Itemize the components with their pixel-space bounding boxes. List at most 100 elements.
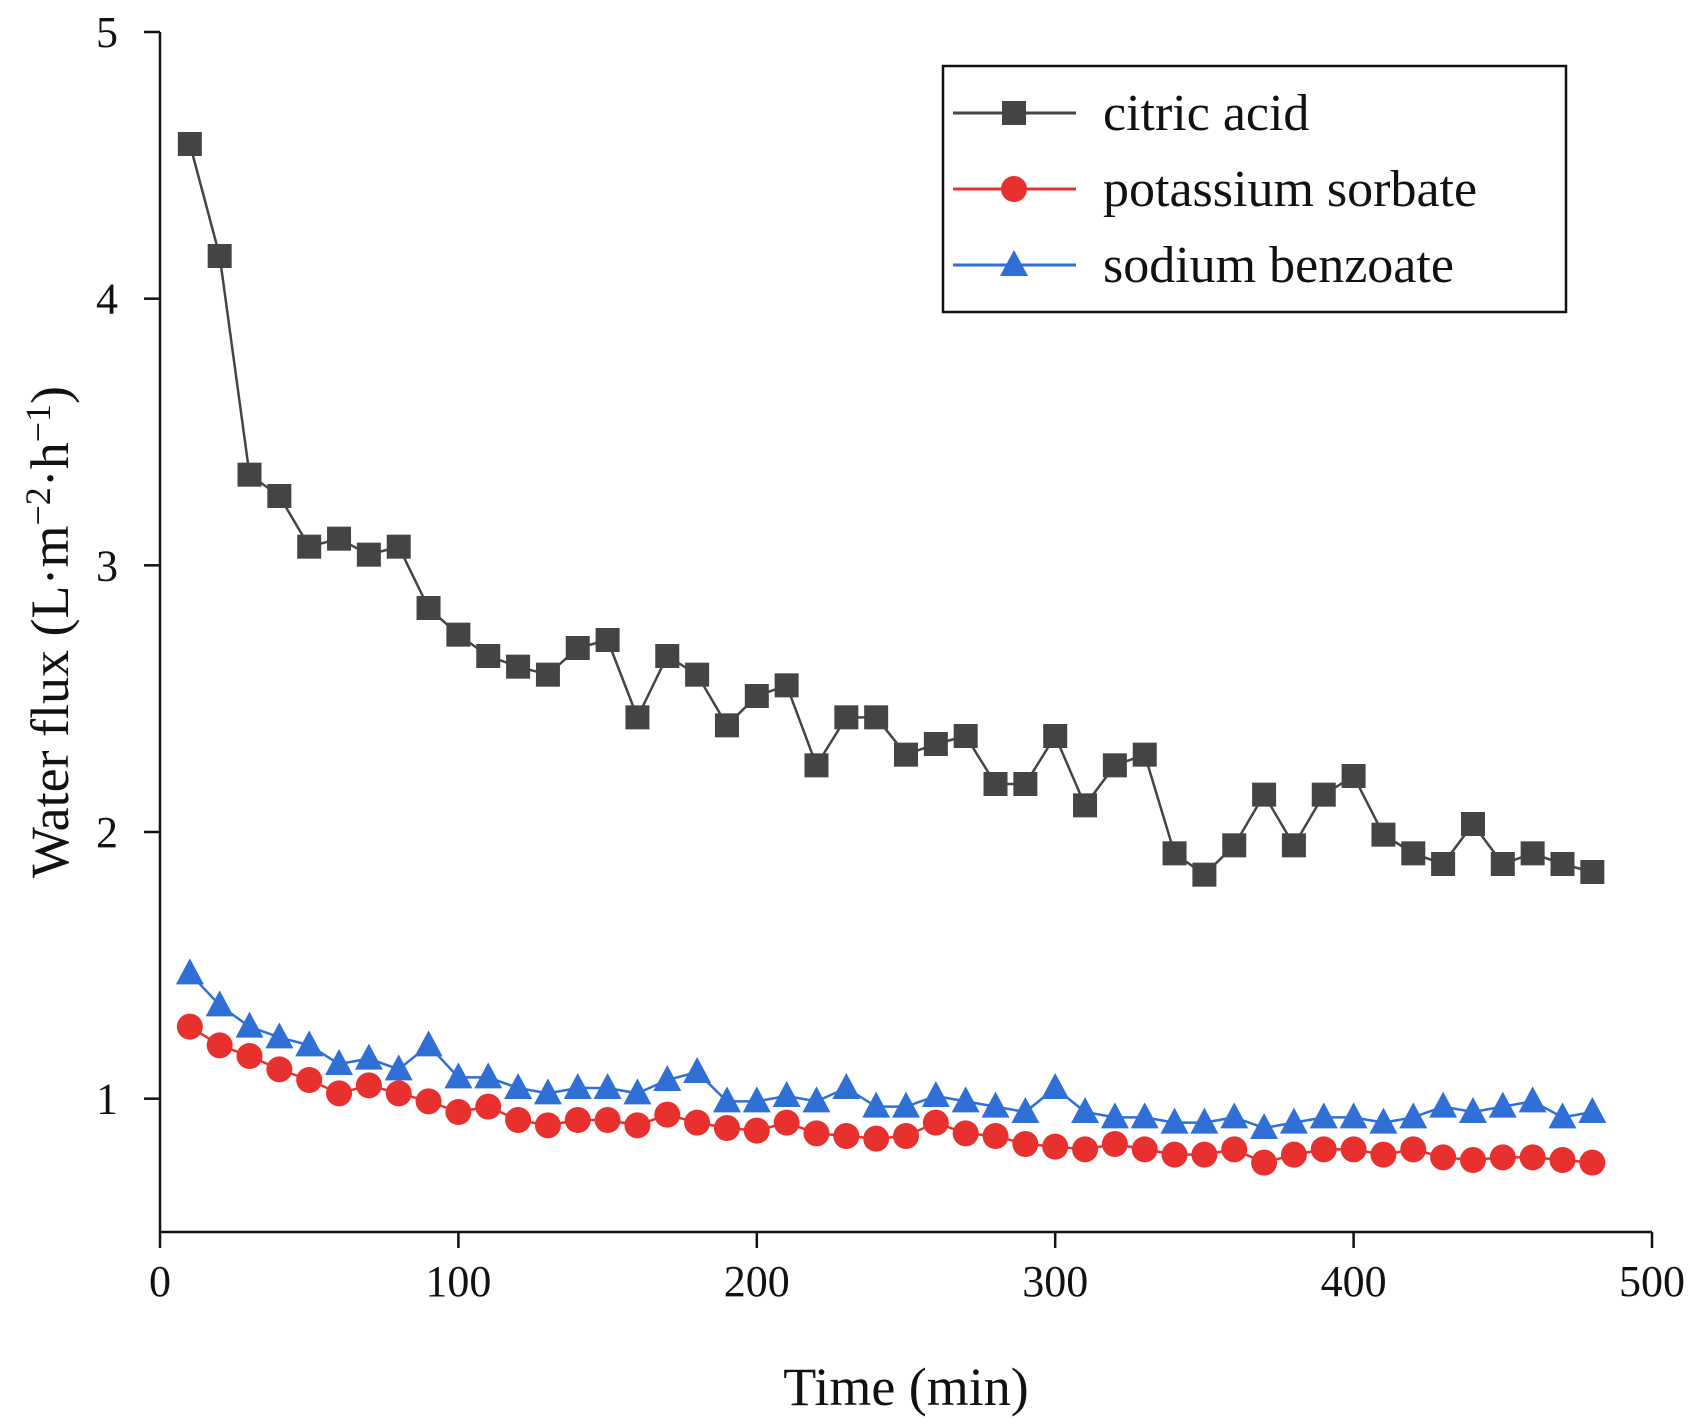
sodium-benzoate-point (504, 1073, 533, 1099)
citric-acid-point (1580, 860, 1605, 884)
sodium-benzoate-point (832, 1073, 861, 1099)
y-tick-label-3: 3 (96, 541, 118, 590)
potassium-sorbate-point (1251, 1149, 1278, 1176)
citric-acid-point (834, 705, 859, 730)
sodium-benzoate-point (325, 1049, 354, 1075)
sodium-benzoate-point (235, 1011, 264, 1038)
potassium-sorbate-point (1042, 1133, 1069, 1160)
sodium-benzoate-point (265, 1022, 294, 1049)
sodium-benzoate-point (1518, 1086, 1547, 1113)
x-tick-label-300: 300 (1022, 1257, 1088, 1306)
potassium-sorbate-point (355, 1072, 382, 1099)
citric-acid-point (894, 742, 918, 767)
potassium-sorbate-point (982, 1123, 1009, 1149)
legend-marker-sodium-benzoate (1000, 250, 1028, 276)
y-axis-title-main: Water flux (L·m (20, 526, 80, 879)
y-axis-title-sup2: −1 (18, 404, 58, 442)
sodium-benzoate-point (474, 1062, 503, 1089)
sodium-benzoate-point (1071, 1097, 1100, 1123)
sodium-benzoate-point (1250, 1113, 1279, 1139)
potassium-sorbate-point (684, 1109, 711, 1136)
sodium-benzoate-point (1130, 1102, 1159, 1129)
citric-acid-point (1162, 841, 1187, 866)
y-tick-label-2: 2 (96, 808, 118, 857)
legend-label-potassium-sorbate: potassium sorbate (1103, 161, 1477, 218)
citric-acid-point (714, 713, 739, 738)
y-tick-label-4: 4 (96, 275, 118, 324)
citric-acid-point (1222, 833, 1247, 858)
citric-acid-point (327, 526, 352, 551)
potassium-sorbate-point (743, 1117, 770, 1144)
potassium-sorbate-point (1131, 1136, 1158, 1163)
potassium-sorbate-point (534, 1112, 561, 1139)
potassium-sorbate-point (773, 1109, 800, 1136)
citric-acid-point (1311, 782, 1336, 807)
sodium-benzoate-point (1279, 1107, 1308, 1134)
citric-acid-point (1341, 764, 1366, 788)
legend: citric acid potassium sorbate sodium benzo… (941, 64, 1568, 314)
potassium-sorbate-point (505, 1107, 532, 1133)
potassium-sorbate-point (1280, 1141, 1307, 1168)
citric-acid-point (1371, 822, 1396, 847)
sodium-benzoate-point (623, 1078, 652, 1105)
legend-items: citric acid potassium sorbate sodium benzo… (953, 85, 1477, 294)
citric-acid-point (1043, 724, 1068, 748)
potassium-sorbate-point (893, 1123, 919, 1149)
y-tick-label-5: 5 (96, 8, 118, 57)
sodium-benzoate-point (653, 1065, 682, 1091)
citric-acid-point (983, 772, 1008, 796)
citric-acid-point (1401, 841, 1426, 866)
citric-acid-point (535, 662, 560, 687)
potassium-sorbate-point (803, 1120, 830, 1147)
sodium-benzoate-point (384, 1054, 413, 1081)
sodium-benzoate-point (1339, 1102, 1368, 1129)
potassium-sorbate-point (1340, 1136, 1367, 1163)
citric-acid-point (1132, 742, 1157, 767)
sodium-benzoate-point (892, 1091, 920, 1118)
sodium-benzoate-point (712, 1086, 741, 1113)
citric-acid-point (237, 462, 262, 487)
citric-acid-point (506, 654, 531, 679)
sodium-benzoate-point (921, 1081, 950, 1107)
sodium-benzoate-point (772, 1081, 801, 1107)
citric-acid-point (744, 684, 769, 708)
citric-acid-point (595, 628, 620, 652)
x-axis-title: Time (min) (783, 1357, 1029, 1417)
legend-label-citric-acid: citric acid (1103, 85, 1309, 142)
potassium-sorbate-point (564, 1107, 591, 1133)
potassium-sorbate-point (296, 1067, 323, 1093)
potassium-sorbate-point (594, 1107, 621, 1133)
citric-acid-point (1192, 862, 1217, 887)
citric-acid-point (685, 662, 710, 687)
sodium-benzoate-point (1488, 1091, 1517, 1118)
series-layer (175, 132, 1607, 1176)
sodium-benzoate-point (1309, 1102, 1338, 1129)
sodium-benzoate-point (1578, 1097, 1607, 1123)
citric-acid-point (1252, 782, 1277, 807)
sodium-benzoate-point (981, 1091, 1010, 1118)
sodium-benzoate-point (533, 1078, 562, 1105)
sodium-benzoate-point (175, 958, 204, 985)
citric-acid-point (416, 596, 441, 620)
sodium-benzoate-point (1041, 1073, 1070, 1099)
sodium-benzoate-point (354, 1043, 383, 1070)
citric-acid-point (1550, 852, 1575, 876)
citric-acid-point (267, 484, 292, 508)
y-axis-title-mid: ·h (20, 442, 80, 487)
citric-acid-point (297, 534, 322, 559)
sodium-benzoate-point (1190, 1107, 1219, 1134)
citric-acid-point (476, 644, 501, 668)
potassium-sorbate-point (475, 1093, 502, 1120)
potassium-sorbate-point (1459, 1147, 1486, 1173)
citric-acid-point (864, 705, 889, 730)
citric-acid-point (1073, 793, 1098, 818)
sodium-benzoate-point (1399, 1102, 1428, 1129)
sodium-benzoate-point (1220, 1102, 1249, 1129)
citric-acid-point (1460, 812, 1485, 836)
potassium-sorbate-point (415, 1088, 442, 1115)
legend-label-sodium-benzoate: sodium benzoate (1103, 237, 1454, 294)
sodium-benzoate-point (1011, 1097, 1040, 1123)
potassium-sorbate-point (1489, 1144, 1516, 1171)
x-tick-label-500: 500 (1619, 1257, 1685, 1306)
